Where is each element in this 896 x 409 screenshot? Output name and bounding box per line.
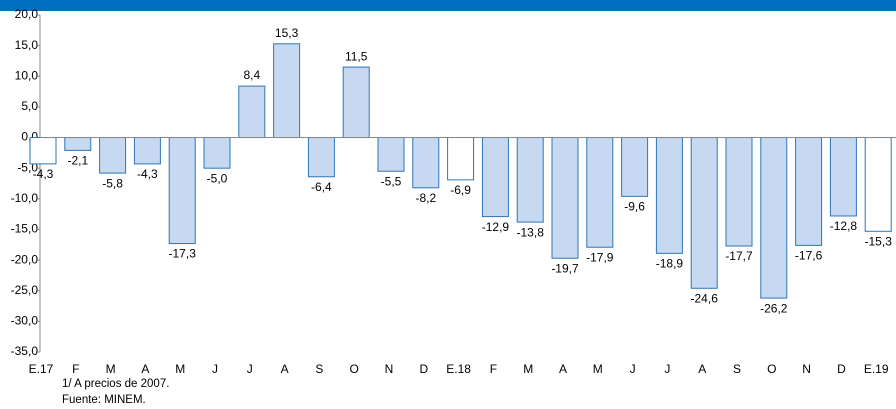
bar (795, 137, 823, 246)
x-tick-label: D (419, 362, 428, 376)
bar (621, 137, 649, 197)
x-tick-label: S (315, 362, 323, 376)
x-tick-label: A (141, 362, 149, 376)
x-tick-label: S (733, 362, 741, 376)
footnote: 1/ A precios de 2007. (62, 378, 169, 390)
y-tick-label: 20,0 (15, 7, 39, 21)
x-tick-label: M (593, 362, 603, 376)
bar (516, 137, 544, 223)
value-label: -4,3 (137, 167, 158, 181)
bar (64, 137, 92, 151)
value-label: 15,3 (275, 26, 299, 40)
value-label: -19,7 (551, 261, 579, 275)
x-tick-label: F (72, 362, 79, 376)
x-tick-label: J (630, 362, 636, 376)
bar (864, 137, 892, 232)
x-tick-label: N (802, 362, 811, 376)
y-tick-label: -25,0 (11, 283, 39, 297)
value-label: -17,3 (169, 247, 197, 261)
x-tick-label: M (106, 362, 116, 376)
y-tick-label: -30,0 (11, 314, 39, 328)
bar (342, 66, 370, 139)
value-label: -26,2 (760, 301, 788, 315)
bar (655, 137, 683, 254)
value-label: 8,4 (243, 68, 260, 82)
bar (447, 137, 475, 181)
bar (99, 137, 127, 174)
bar (586, 137, 614, 248)
value-label: -12,8 (830, 219, 858, 233)
value-label: -4,3 (33, 167, 54, 181)
value-label: -8,2 (415, 191, 436, 205)
value-label: -24,6 (691, 291, 719, 305)
value-label: -6,9 (450, 183, 471, 197)
value-label: -5,0 (207, 171, 228, 185)
y-tick-label: -10,0 (11, 191, 39, 205)
value-label: -6,4 (311, 180, 332, 194)
value-label: -15,3 (865, 234, 893, 248)
bar (760, 137, 788, 299)
x-tick-label: N (385, 362, 394, 376)
header-band (0, 0, 896, 11)
value-label: -18,9 (656, 257, 684, 271)
value-label: -17,7 (725, 249, 753, 263)
x-tick-label: F (490, 362, 497, 376)
x-tick-label: M (175, 362, 185, 376)
y-tick-label: -15,0 (11, 222, 39, 236)
y-tick-label: -35,0 (11, 344, 39, 358)
bar (133, 137, 161, 165)
x-tick-label: A (559, 362, 567, 376)
bar (481, 137, 509, 218)
bar (238, 85, 266, 139)
x-tick-label: E.18 (446, 362, 471, 376)
x-tick-label: J (664, 362, 670, 376)
bar (690, 137, 718, 289)
x-tick-label: M (523, 362, 533, 376)
bar (29, 137, 57, 165)
y-tick-label: 5,0 (21, 99, 38, 113)
value-label: -9,6 (624, 200, 645, 214)
x-tick-label: J (212, 362, 218, 376)
bar (203, 137, 231, 169)
value-label: -17,9 (586, 250, 614, 264)
x-tick-label: O (350, 362, 359, 376)
x-tick-label: A (281, 362, 289, 376)
value-label: -5,5 (381, 174, 402, 188)
value-label: -17,6 (795, 249, 823, 263)
bar (168, 137, 196, 245)
bar (273, 43, 301, 139)
value-label: -13,8 (517, 225, 545, 239)
x-tick-label: E.19 (864, 362, 889, 376)
value-label: -2,1 (67, 154, 88, 168)
x-tick-label: A (698, 362, 706, 376)
y-tick-label: -20,0 (11, 252, 39, 266)
x-tick-label: E.17 (29, 362, 54, 376)
y-tick-label: 10,0 (15, 68, 39, 82)
source: Fuente: MINEM. (62, 394, 146, 406)
x-tick-label: D (837, 362, 846, 376)
bar (307, 137, 335, 178)
value-label: -12,9 (482, 220, 510, 234)
value-label: -5,8 (102, 176, 123, 190)
bar (551, 137, 579, 259)
bar (829, 137, 857, 217)
value-label: 11,5 (345, 49, 368, 63)
bar (377, 137, 405, 172)
bar (725, 137, 753, 247)
x-tick-label: O (767, 362, 776, 376)
y-tick-label: 15,0 (15, 38, 39, 52)
bar (412, 137, 440, 189)
x-tick-label: J (247, 362, 253, 376)
